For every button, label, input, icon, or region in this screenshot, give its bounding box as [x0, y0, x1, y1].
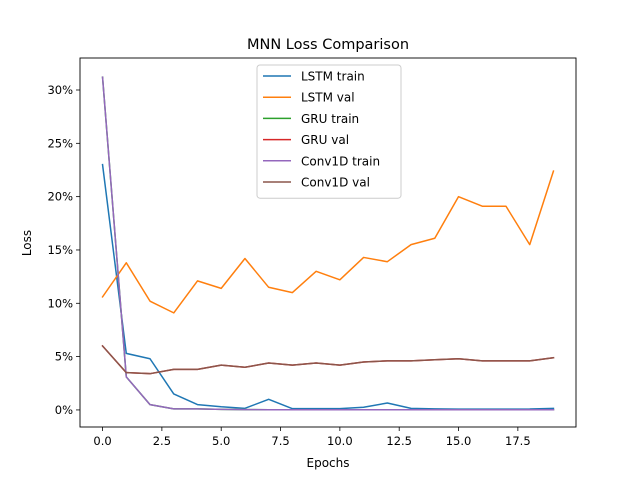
y-tick-label: 0% [55, 403, 73, 417]
x-axis-label: Epochs [307, 456, 350, 470]
x-tick-label: 10.0 [327, 434, 353, 448]
legend-entry-4: Conv1D train [301, 154, 380, 168]
x-tick-label: 17.5 [505, 434, 531, 448]
x-tick-label: 5.0 [212, 434, 230, 448]
series-line-4 [101, 76, 555, 411]
x-tick-label: 0.0 [93, 434, 111, 448]
y-tick-label: 30% [47, 83, 73, 97]
x-tick-label: 12.5 [386, 434, 412, 448]
legend-entry-3: GRU val [301, 133, 349, 147]
y-axis-ticks: 0% 5% 10% 15% 20% 25% 30% [47, 83, 80, 417]
series-line-1 [101, 170, 555, 314]
x-tick-label: 7.5 [271, 434, 289, 448]
legend-box [256, 64, 402, 199]
axes-frame [79, 57, 577, 428]
series-line-5 [101, 344, 555, 375]
legend-entry-5: Conv1D val [301, 176, 370, 190]
plot-lines [101, 76, 555, 411]
legend-entry-1: LSTM val [301, 91, 355, 105]
x-axis-ticks: 0.0 2.5 5.0 7.5 10.0 12.5 15.0 17.5 [93, 427, 531, 448]
y-axis-label: Loss [20, 230, 34, 256]
chart-title: MNN Loss Comparison [247, 37, 409, 53]
x-tick-label: 2.5 [153, 434, 171, 448]
y-tick-label: 15% [47, 243, 73, 257]
legend-entry-0: LSTM train [301, 70, 365, 84]
legend-entry-2: GRU train [301, 112, 359, 126]
x-tick-label: 15.0 [446, 434, 472, 448]
y-tick-label: 10% [47, 296, 73, 310]
y-tick-label: 20% [47, 190, 73, 204]
legend: LSTM train LSTM val GRU train GRU val Conv1D… [256, 64, 402, 199]
y-tick-label: 25% [47, 136, 73, 150]
y-tick-label: 5% [55, 350, 73, 364]
